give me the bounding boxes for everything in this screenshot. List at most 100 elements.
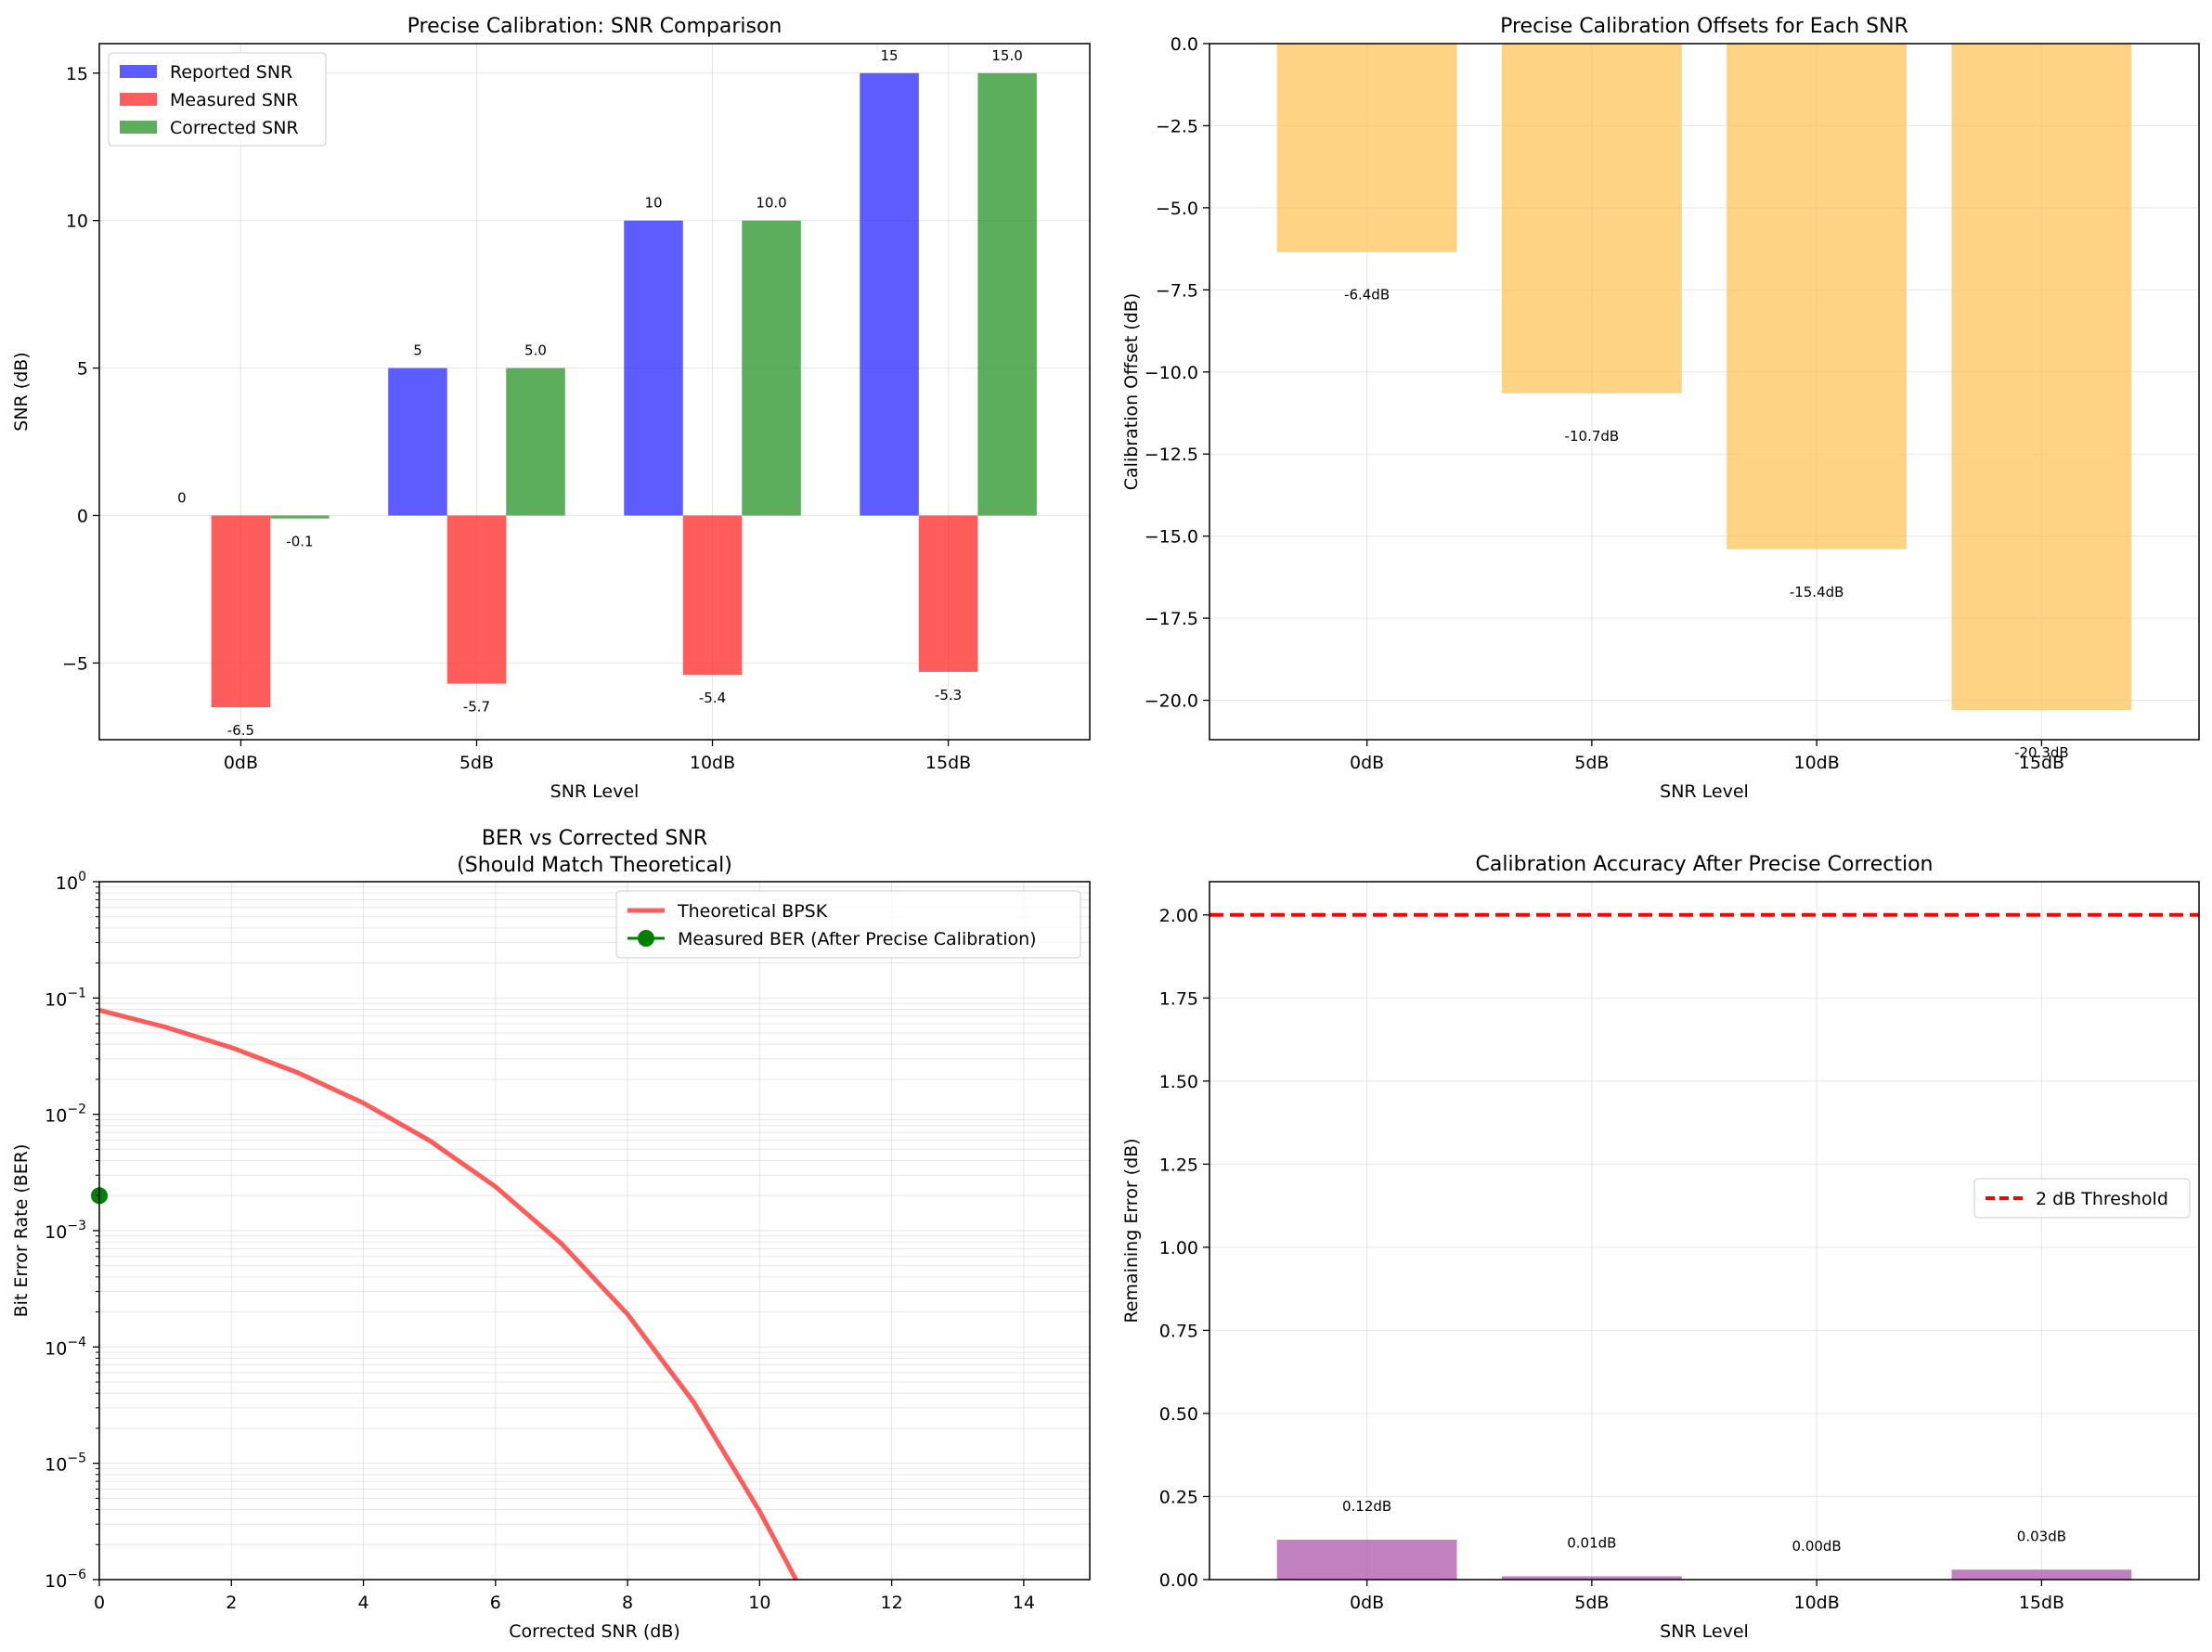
data-label: 0.12dB <box>1342 1498 1391 1515</box>
legend-swatch <box>120 93 157 106</box>
data-label: -6.4dB <box>1344 287 1390 303</box>
data-label: -0.1 <box>286 534 313 550</box>
x-tick-label: 15dB <box>2019 1593 2064 1613</box>
y-tick-label: 100 <box>56 870 86 894</box>
x-tick-label: 0 <box>94 1593 105 1613</box>
axes-frame-0 <box>98 43 1091 741</box>
y-tick-label: 1.00 <box>1159 1238 1198 1258</box>
x-tick-label: 14 <box>1013 1593 1035 1613</box>
x-axis-label-0: SNR Level <box>550 781 640 802</box>
bar-reported-snr-5dB <box>388 368 447 516</box>
bar-measured-snr-10dB <box>682 515 743 676</box>
y-tick-label: −12.5 <box>1145 445 1198 465</box>
data-label: 10.0 <box>756 195 786 212</box>
legend-marker <box>638 930 654 947</box>
bar-corrected-snr-5dB <box>506 368 565 516</box>
y-tick-label: 0.50 <box>1159 1404 1198 1425</box>
x-tick-label: 10dB <box>690 753 735 773</box>
snr-comparison-chart: 0 5 10 15 -6.5 -5.7 -5.4 -5.3 -0.1 5.0 10.0 15.0 −5 0… <box>11 15 1091 802</box>
y-tick-label: −5 <box>62 653 88 674</box>
calibration-accuracy-chart: 0.12dB 0.01dB 0.00dB 0.03dB 0.00 0.25 0.50 0.75… <box>1121 853 2200 1642</box>
y-tick-label: 0 <box>77 506 88 526</box>
x-tick-label: 15dB <box>925 753 971 773</box>
y-tick-label: 15 <box>66 64 88 84</box>
bar-reported-snr-10dB <box>624 220 683 516</box>
calibration-offsets-chart: -6.4dB -10.7dB -15.4dB -20.3dB 0.0 −2.5 −5.0 −7… <box>1121 15 2200 802</box>
bar-value-10dB <box>1727 44 1908 549</box>
legend-label: Measured BER (After Precise Calibration) <box>678 929 1037 949</box>
data-label: -6.5 <box>227 722 254 739</box>
y-tick-label: −5.0 <box>1156 199 1198 219</box>
x-axis-label-1: SNR Level <box>1660 781 1749 802</box>
data-label: 0.03dB <box>2017 1528 2066 1544</box>
y-tick-label: 0.0 <box>1171 34 1198 55</box>
chart-title-1: Precise Calibration Offsets for Each SNR <box>1500 15 1908 38</box>
bar-corrected-snr-0dB <box>270 515 330 519</box>
y-tick-label: 1.50 <box>1159 1072 1198 1092</box>
bar-value-0dB <box>1276 44 1457 252</box>
axes-frame-1 <box>1209 43 2200 741</box>
y-tick-label: 10−6 <box>45 1568 86 1592</box>
legend-box <box>1973 1178 2191 1219</box>
bar-corrected-snr-10dB <box>742 220 801 516</box>
legend-label: Measured SNR <box>170 90 298 110</box>
x-axis-label-2: Corrected SNR (dB) <box>509 1621 680 1642</box>
chart-title-2: BER vs Corrected SNR <box>482 827 707 850</box>
x-tick-label: 15dB <box>2019 753 2064 773</box>
x-tick-label: 5dB <box>459 753 494 773</box>
data-label: -15.4dB <box>1790 584 1844 600</box>
data-label: 15.0 <box>991 47 1022 64</box>
bar-value-15dB <box>1951 44 2132 711</box>
y-tick-label: −7.5 <box>1156 280 1198 301</box>
y-tick-label: 5 <box>77 359 88 380</box>
data-label: -5.3 <box>935 687 962 703</box>
legend-swatch <box>120 121 157 134</box>
chart-title-0: Precise Calibration: SNR Comparison <box>407 15 783 38</box>
legend-box <box>108 52 327 147</box>
bar-measured-snr-0dB <box>211 515 271 708</box>
bar-reported-snr-15dB <box>860 72 919 516</box>
x-tick-label: 8 <box>622 1593 633 1613</box>
y-tick-label: −20.0 <box>1145 691 1198 712</box>
chart-title-3: Calibration Accuracy After Precise Corre… <box>1476 853 1934 876</box>
data-label: 0.00dB <box>1792 1538 1842 1555</box>
x-tick-label: 6 <box>490 1593 501 1613</box>
bar-measured-snr-15dB <box>918 515 978 672</box>
data-label: -20.3dB <box>2014 744 2069 761</box>
data-label: 0 <box>177 489 187 506</box>
ber-vs-snr-chart: 100 10−1 10−2 10−3 10−4 10−5 10−6 0 2 4 6 8 10 12 14 BE… <box>11 827 1091 1642</box>
y-tick-label: −17.5 <box>1145 609 1198 629</box>
legend-label: Corrected SNR <box>170 118 299 138</box>
legend-swatch <box>120 65 157 78</box>
y-tick-label: 0.75 <box>1159 1321 1198 1341</box>
series-line-theoretical-bpsk <box>98 1007 798 1581</box>
bar-measured-snr-5dB <box>446 515 507 684</box>
bar-value-0dB <box>1276 1540 1457 1580</box>
legend-label: 2 dB Threshold <box>2036 1189 2168 1209</box>
x-tick-label: 10dB <box>1793 753 1839 773</box>
x-tick-label: 0dB <box>1350 753 1384 773</box>
legend-label: Reported SNR <box>170 62 292 83</box>
y-tick-label: −10.0 <box>1145 363 1198 383</box>
x-tick-label: 0dB <box>224 753 258 773</box>
x-tick-label: 2 <box>226 1593 237 1613</box>
x-tick-label: 10dB <box>1793 1593 1839 1613</box>
bar-corrected-snr-15dB <box>977 72 1037 516</box>
data-label: -5.7 <box>463 699 490 716</box>
y-tick-label: −15.0 <box>1145 527 1198 548</box>
y-tick-label: 10−4 <box>45 1335 86 1359</box>
bar-value-15dB <box>1951 1569 2132 1580</box>
y-tick-label: 0.25 <box>1159 1487 1198 1507</box>
y-axis-label-1: Calibration Offset (dB) <box>1121 293 1142 490</box>
y-tick-label: 10 <box>66 212 88 232</box>
legend: Theoretical BPSK Measured BER (After Prec… <box>615 890 1081 959</box>
y-axis-label-3: Remaining Error (dB) <box>1121 1138 1142 1323</box>
x-tick-label: 10 <box>748 1593 770 1613</box>
y-tick-label: 1.75 <box>1159 988 1198 1009</box>
axes-frame-2 <box>98 881 1091 1581</box>
x-tick-label: 5dB <box>1574 753 1609 773</box>
x-tick-label: 12 <box>881 1593 903 1613</box>
chart-subtitle-2: (Should Match Theoretical) <box>457 854 732 877</box>
x-tick-label: 5dB <box>1574 1593 1609 1613</box>
